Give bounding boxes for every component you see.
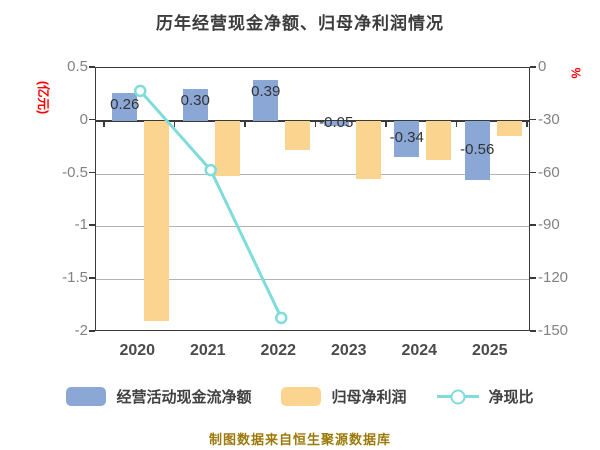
x-axis-tick-mark bbox=[455, 121, 457, 127]
right-axis-tick-label: -150 bbox=[538, 322, 569, 339]
right-axis-tick-mark bbox=[530, 277, 536, 279]
x-axis-label-2021: 2021 bbox=[189, 342, 226, 359]
right-axis-tick-label: -90 bbox=[538, 216, 560, 234]
legend-item-ratio[interactable]: 净现比 bbox=[436, 386, 534, 407]
x-axis-label-2024: 2024 bbox=[401, 342, 438, 359]
ratio-line-layer bbox=[134, 84, 288, 325]
cashflow-bar-2024 bbox=[394, 120, 420, 157]
legend-label-ratio: 净现比 bbox=[488, 389, 534, 406]
profit-bar-2023 bbox=[355, 120, 381, 179]
profit-bar-2024 bbox=[426, 120, 452, 160]
cashflow-bar-2021 bbox=[182, 89, 208, 121]
x-axis-tick-mark bbox=[244, 121, 246, 127]
bar-value-label-2020: 0.26 bbox=[110, 96, 140, 114]
zero-axis-line bbox=[96, 119, 529, 122]
profit-bar-2022 bbox=[285, 120, 311, 151]
right-axis-tick-mark bbox=[530, 330, 536, 332]
x-axis-tick-mark bbox=[314, 121, 316, 127]
right-axis-unit-label: % bbox=[568, 67, 583, 79]
legend-item-cashflow[interactable]: 经营活动现金流净额 bbox=[66, 386, 251, 407]
bar-value-label-2021: 0.30 bbox=[180, 92, 210, 110]
x-axis-tick-mark bbox=[103, 121, 105, 127]
ratio-line bbox=[139, 89, 283, 319]
cashflow-bar-2023 bbox=[323, 120, 349, 127]
gridline bbox=[96, 173, 529, 175]
legend-label-cashflow: 经营活动现金流净额 bbox=[116, 389, 252, 406]
left-axis-tick-label: -1.5 bbox=[62, 269, 88, 287]
right-axis-tick-mark bbox=[530, 171, 536, 174]
left-axis-tick-mark bbox=[89, 66, 95, 68]
x-axis-label-2022: 2022 bbox=[260, 342, 297, 359]
cashflow-bar-2022 bbox=[253, 79, 279, 121]
right-axis-tick-label: -30 bbox=[538, 110, 560, 128]
left-axis-tick-mark bbox=[89, 224, 95, 226]
gridline bbox=[96, 279, 529, 281]
legend-label-profit: 归母净利润 bbox=[331, 389, 407, 406]
left-axis-tick-mark bbox=[89, 118, 95, 121]
left-axis-unit-label: (亿元) bbox=[36, 80, 51, 115]
right-axis-tick-label: 0 bbox=[538, 58, 547, 75]
left-axis-tick-mark bbox=[89, 171, 95, 174]
x-axis-label-2023: 2023 bbox=[330, 342, 367, 359]
right-axis-tick-label: -60 bbox=[538, 163, 560, 181]
cashflow-swatch-icon bbox=[66, 387, 107, 406]
legend-item-profit[interactable]: 归母净利润 bbox=[281, 386, 407, 407]
chart-title: 历年经营现金净额、归母净利润情况 bbox=[156, 14, 444, 33]
ratio-marker-icon bbox=[450, 389, 465, 404]
legend: 经营活动现金流净额 归母净利润 净现比 bbox=[0, 386, 600, 407]
left-axis-tick-label: 0 bbox=[79, 110, 88, 128]
x-axis-tick-mark bbox=[173, 121, 175, 127]
profit-bar-2021 bbox=[214, 120, 240, 176]
bar-value-label-2024: -0.34 bbox=[389, 129, 424, 147]
gridline bbox=[96, 226, 529, 228]
cashflow-bar-2025 bbox=[464, 120, 490, 180]
left-axis-tick-mark bbox=[89, 330, 95, 332]
profit-bar-2025 bbox=[496, 120, 522, 136]
right-axis-tick-mark bbox=[530, 224, 536, 226]
left-axis-tick-label: -1 bbox=[74, 216, 88, 234]
data-source-note: 制图数据来自恒生聚源数据库 bbox=[208, 432, 391, 447]
x-axis-label-2025: 2025 bbox=[471, 342, 508, 359]
ratio-point-2021 bbox=[204, 163, 217, 177]
bar-value-label-2025: -0.56 bbox=[460, 140, 495, 158]
x-axis-tick-mark bbox=[385, 121, 387, 127]
x-axis-tick-mark bbox=[526, 121, 528, 127]
ratio-line-swatch-icon bbox=[436, 389, 479, 404]
profit-swatch-icon bbox=[281, 387, 322, 406]
right-axis-tick-mark bbox=[530, 118, 536, 121]
x-axis-label-2020: 2020 bbox=[119, 342, 156, 359]
ratio-point-2020 bbox=[134, 84, 147, 98]
ratio-point-2022 bbox=[275, 311, 288, 325]
profit-bar-2020 bbox=[144, 120, 170, 322]
left-axis-tick-label: -2 bbox=[74, 322, 88, 339]
left-axis-tick-label: 0.5 bbox=[67, 58, 88, 75]
right-axis-tick-label: -120 bbox=[538, 269, 569, 287]
bar-value-label-2022: 0.39 bbox=[251, 82, 281, 100]
left-axis-tick-mark bbox=[89, 277, 95, 279]
cashflow-bar-2020 bbox=[112, 93, 138, 121]
bar-value-label-2023: -0.05 bbox=[319, 113, 354, 131]
left-axis-tick-label: -0.5 bbox=[62, 163, 88, 181]
right-axis-tick-mark bbox=[530, 66, 536, 68]
plot-area: 0.26 0.30 0.39 -0.05 -0.34 -0.56 bbox=[95, 67, 530, 331]
